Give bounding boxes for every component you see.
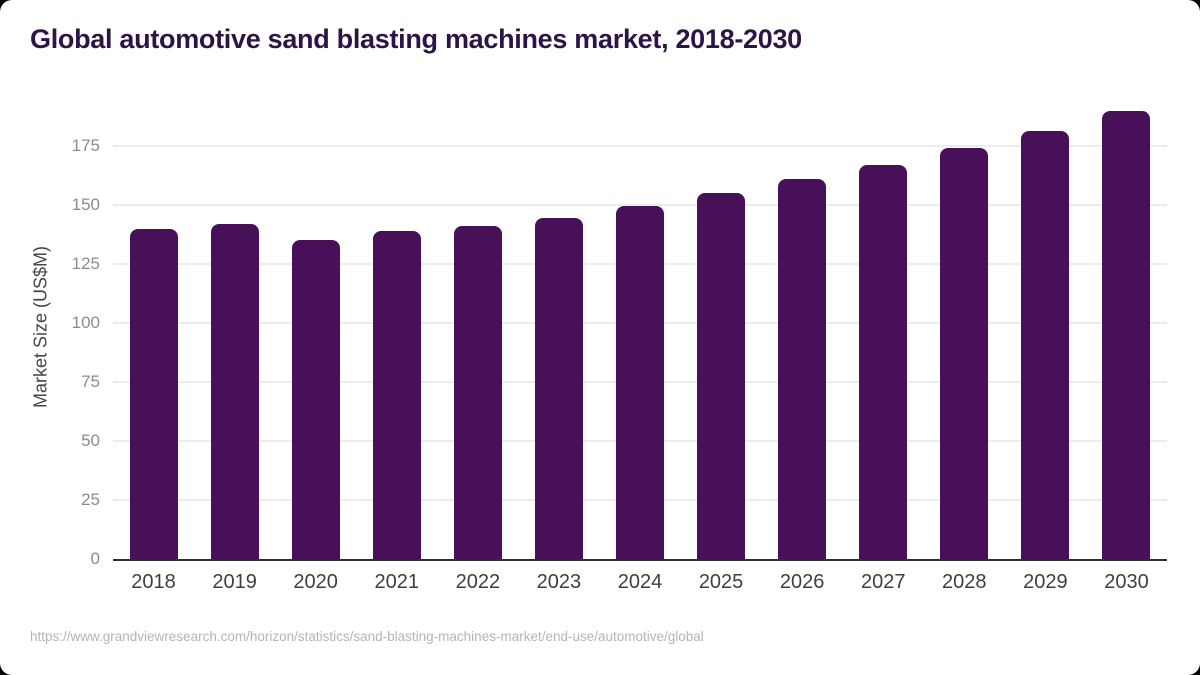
y-tick-label-125: 125 — [71, 254, 100, 273]
x-axis-line — [113, 559, 1167, 561]
plot-area — [113, 95, 1167, 559]
bar-2026 — [778, 179, 827, 559]
bar-2024 — [616, 206, 664, 559]
x-tick-label-2027: 2027 — [860, 571, 906, 593]
x-tick-label-2021: 2021 — [374, 571, 420, 593]
bar-2027 — [859, 164, 908, 559]
bar-2028 — [940, 148, 989, 559]
y-tick-label-75: 75 — [81, 372, 100, 391]
x-tick-label-2028: 2028 — [942, 571, 987, 593]
x-tick-label-2022: 2022 — [455, 571, 501, 593]
y-tick-label-25: 25 — [81, 490, 100, 509]
y-tick-label-150: 150 — [71, 195, 100, 214]
x-tick-label-2025: 2025 — [698, 571, 744, 593]
bar-2030 — [1102, 110, 1151, 559]
bar-2023 — [534, 217, 583, 559]
x-tick-label-2019: 2019 — [212, 571, 257, 593]
y-tick-label-175: 175 — [71, 136, 100, 155]
gridline-150 — [113, 204, 1167, 206]
x-tick-label-2026: 2026 — [779, 571, 825, 593]
bar-2029 — [1021, 130, 1070, 559]
chart-title: Global automotive sand blasting machines… — [30, 24, 802, 54]
x-tick-label-2029: 2029 — [1023, 571, 1068, 593]
source-url: https://www.grandviewresearch.com/horizo… — [30, 629, 704, 644]
x-tick-label-2020: 2020 — [293, 571, 338, 593]
y-tick-label-50: 50 — [81, 431, 100, 450]
y-tick-label-100: 100 — [71, 313, 100, 332]
x-tick-label-2023: 2023 — [536, 571, 582, 593]
x-tick-label-2030: 2030 — [1104, 571, 1149, 593]
bar-2021 — [372, 230, 421, 559]
x-tick-label-2024: 2024 — [617, 571, 663, 593]
x-tick-label-2018: 2018 — [131, 571, 176, 593]
bar-2018 — [129, 228, 178, 559]
bar-2019 — [210, 223, 259, 559]
gridline-175 — [113, 145, 1167, 147]
bar-2022 — [453, 226, 502, 559]
bar-2025 — [697, 193, 746, 559]
bar-2020 — [291, 240, 340, 559]
y-tick-label-0: 0 — [90, 549, 100, 568]
